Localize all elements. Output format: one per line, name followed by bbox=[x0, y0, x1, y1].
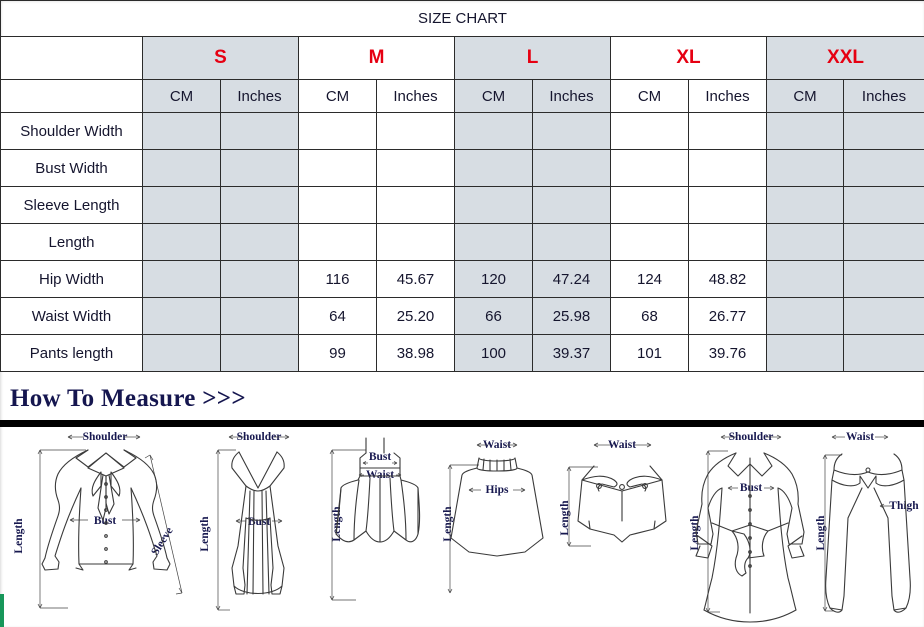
svg-text:Length: Length bbox=[688, 515, 700, 551]
svg-text:Bust: Bust bbox=[739, 482, 762, 494]
svg-text:Waist: Waist bbox=[608, 439, 636, 451]
svg-text:Bust: Bust bbox=[369, 451, 392, 463]
svg-text:Waist: Waist bbox=[483, 439, 511, 451]
svg-text:Thigh: Thigh bbox=[889, 500, 919, 512]
svg-text:Length: Length bbox=[13, 518, 25, 554]
svg-text:Shoulder: Shoulder bbox=[83, 431, 128, 443]
svg-text:Length: Length bbox=[442, 506, 454, 542]
svg-text:Length: Length bbox=[199, 516, 211, 552]
svg-text:Hips: Hips bbox=[485, 484, 509, 496]
svg-text:Bust: Bust bbox=[94, 515, 117, 527]
svg-text:Waist: Waist bbox=[846, 431, 874, 443]
